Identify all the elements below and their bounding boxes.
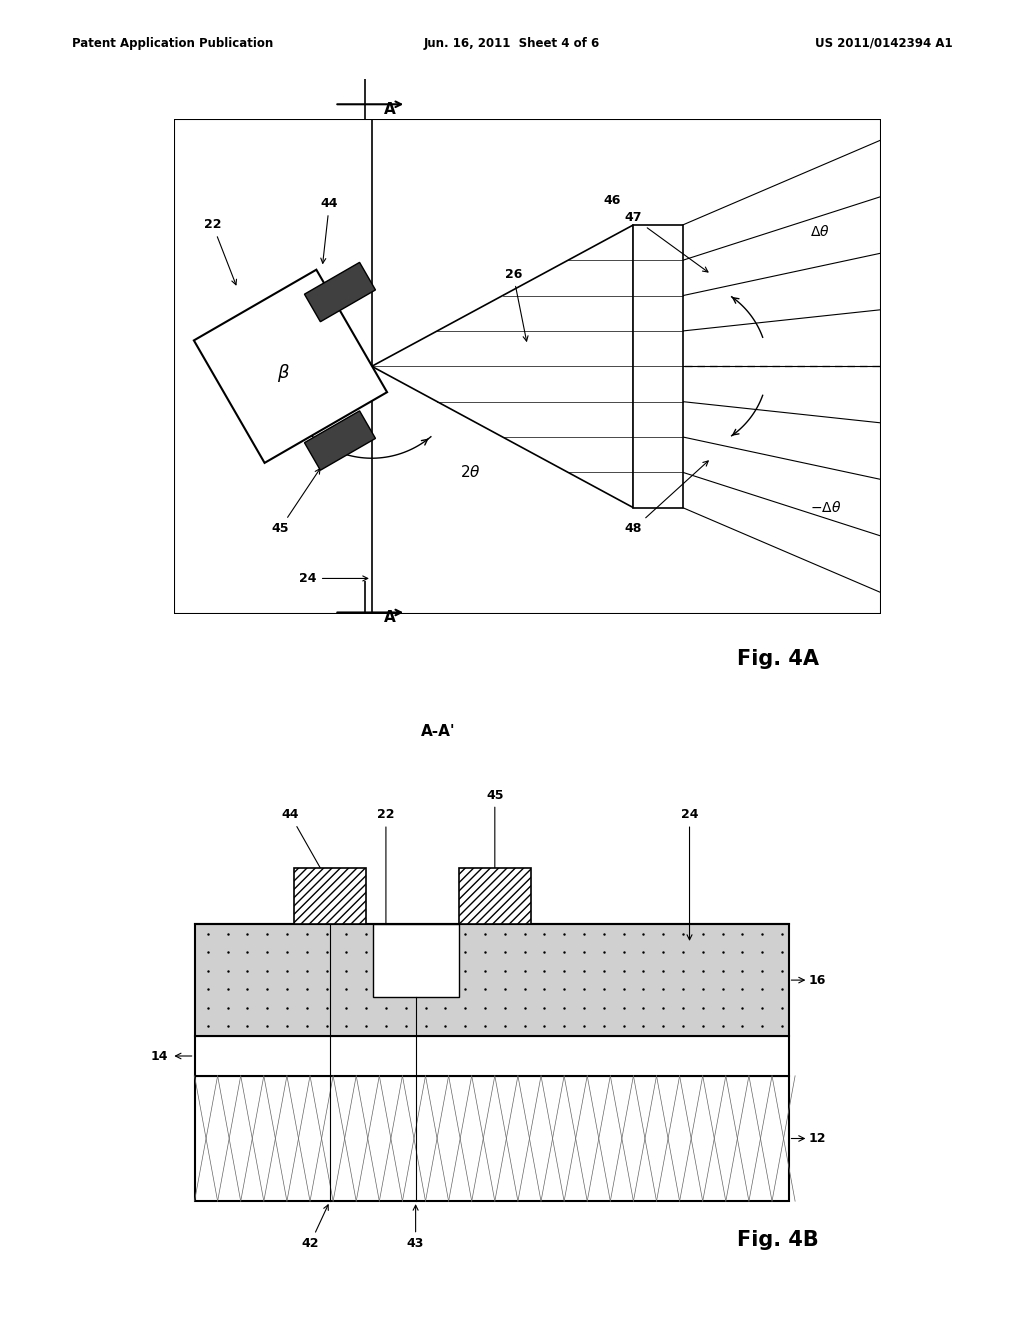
- Bar: [634, 224, 683, 508]
- Bar: [195, 1076, 788, 1201]
- Bar: [373, 924, 459, 997]
- Text: 22: 22: [377, 808, 394, 966]
- Text: $-\Delta\theta$: $-\Delta\theta$: [810, 500, 842, 515]
- Text: Jun. 16, 2011  Sheet 4 of 6: Jun. 16, 2011 Sheet 4 of 6: [424, 37, 600, 50]
- Polygon shape: [372, 224, 634, 508]
- Text: 24: 24: [681, 808, 698, 940]
- Polygon shape: [194, 269, 387, 463]
- Polygon shape: [304, 263, 376, 322]
- Text: 43: 43: [407, 1205, 424, 1250]
- Text: $\Delta\theta$: $\Delta\theta$: [810, 224, 829, 239]
- Text: US 2011/0142394 A1: US 2011/0142394 A1: [815, 37, 952, 50]
- Text: 12: 12: [808, 1133, 825, 1144]
- Bar: [195, 924, 788, 1036]
- Text: Fig. 4A: Fig. 4A: [737, 649, 819, 669]
- Text: $\beta$: $\beta$: [276, 363, 290, 384]
- Text: 22: 22: [204, 218, 237, 285]
- Text: 46: 46: [603, 194, 621, 207]
- Polygon shape: [304, 411, 376, 470]
- Text: 45: 45: [486, 788, 504, 880]
- Text: 16: 16: [808, 974, 825, 986]
- Text: 26: 26: [505, 268, 528, 341]
- Text: A: A: [384, 102, 395, 117]
- Text: 47: 47: [625, 211, 708, 272]
- Text: 42: 42: [301, 1205, 329, 1250]
- Text: 44: 44: [321, 197, 338, 263]
- Text: 44: 44: [282, 808, 328, 882]
- Bar: [459, 869, 531, 924]
- Text: 48: 48: [625, 461, 709, 536]
- Text: A': A': [384, 610, 400, 626]
- Bar: [294, 869, 367, 924]
- Text: $2\theta$: $2\theta$: [461, 465, 481, 480]
- Text: 45: 45: [271, 469, 321, 536]
- Text: 14: 14: [151, 1049, 168, 1063]
- Text: 24: 24: [299, 572, 368, 585]
- Bar: [195, 1036, 788, 1076]
- Text: A-A': A-A': [422, 725, 456, 739]
- Text: Fig. 4B: Fig. 4B: [737, 1230, 819, 1250]
- Text: Patent Application Publication: Patent Application Publication: [72, 37, 273, 50]
